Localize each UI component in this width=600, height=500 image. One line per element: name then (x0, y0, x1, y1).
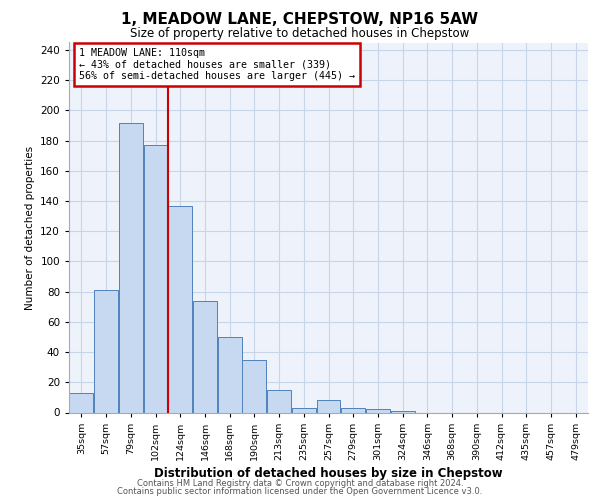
Text: 1, MEADOW LANE, CHEPSTOW, NP16 5AW: 1, MEADOW LANE, CHEPSTOW, NP16 5AW (121, 12, 479, 28)
Bar (317, 400, 340, 412)
Bar (242, 360, 266, 412)
Text: Size of property relative to detached houses in Chepstow: Size of property relative to detached ho… (130, 28, 470, 40)
Bar (366, 410, 390, 412)
Text: Contains public sector information licensed under the Open Government Licence v3: Contains public sector information licen… (118, 487, 482, 496)
Bar (292, 408, 316, 412)
Y-axis label: Number of detached properties: Number of detached properties (25, 146, 35, 310)
Bar (341, 408, 365, 412)
Bar (119, 122, 143, 412)
Text: Contains HM Land Registry data © Crown copyright and database right 2024.: Contains HM Land Registry data © Crown c… (137, 478, 463, 488)
Bar (70, 393, 94, 412)
X-axis label: Distribution of detached houses by size in Chepstow: Distribution of detached houses by size … (154, 467, 503, 480)
Bar (143, 145, 167, 412)
Bar (168, 206, 192, 412)
Text: 1 MEADOW LANE: 110sqm
← 43% of detached houses are smaller (339)
56% of semi-det: 1 MEADOW LANE: 110sqm ← 43% of detached … (79, 48, 355, 81)
Bar (267, 390, 291, 412)
Bar (94, 290, 118, 412)
Bar (193, 300, 217, 412)
Bar (218, 337, 242, 412)
Bar (391, 411, 415, 412)
